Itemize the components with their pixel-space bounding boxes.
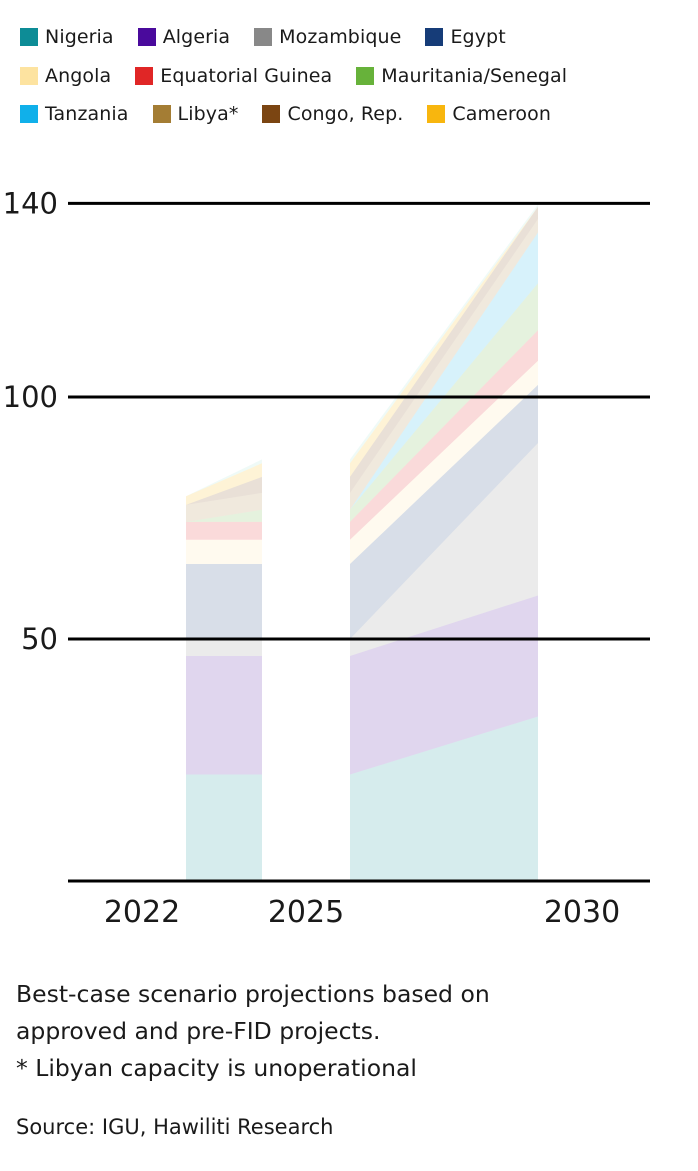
- x-tick-label: 2025: [268, 895, 344, 930]
- legend-swatch: [20, 66, 38, 85]
- x-tick-label: 2030: [544, 895, 620, 930]
- note-line: approved and pre-FID projects.: [16, 1017, 381, 1045]
- flow-band-nigeria: [186, 774, 262, 881]
- flow-band-libya: [186, 492, 262, 522]
- legend-label: Angola: [45, 64, 112, 87]
- note-line: * Libyan capacity is unoperational: [16, 1054, 417, 1082]
- legend-swatch: [427, 105, 446, 124]
- flow-band-algeria: [186, 655, 262, 775]
- flow-band-cameroon: [186, 463, 262, 505]
- flow-band-libya: [350, 218, 538, 510]
- legend-item-libya: Libya*: [152, 103, 239, 126]
- legend-item-tanzania: Tanzania: [20, 103, 129, 125]
- flow-band-gabon: [186, 459, 262, 497]
- note-line: Best-case scenario projections based on: [16, 980, 490, 1008]
- flow-band-mauritania-senegal: [186, 509, 262, 522]
- flow-band-congo-rep: [186, 476, 262, 505]
- legend-swatch: [356, 66, 375, 85]
- y-tick-label: 140: [3, 186, 58, 220]
- legend-label: Congo, Rep.: [287, 103, 404, 126]
- legend-label: Equatorial Guinea: [160, 64, 333, 87]
- legend-item-mauritania-senegal: Mauritania/Senegal: [356, 65, 567, 87]
- legend-swatch: [20, 28, 38, 47]
- legend-label: Libya*: [177, 103, 239, 126]
- legend-item-egypt: Egypt: [425, 26, 506, 49]
- legend-item-algeria: Algeria: [137, 26, 231, 49]
- legend-swatch: [152, 105, 171, 124]
- legend-item-cameroon: Cameroon: [427, 103, 551, 125]
- legend-swatch: [137, 28, 156, 47]
- flow-band-nigeria: [350, 716, 538, 881]
- legend-swatch: [425, 28, 444, 47]
- y-axis-ticks: 50 100 140: [3, 186, 58, 656]
- flow-band-cameroon: [350, 206, 538, 477]
- flow-band-gabon: [350, 204, 538, 464]
- chart-notes: Best-case scenario projections based on …: [16, 976, 686, 1087]
- legend-swatch: [262, 105, 281, 124]
- y-tick-label: 50: [21, 622, 58, 656]
- stacked-bar-chart: 50 100 140 2022 2025 2030: [3, 186, 650, 930]
- legend-row: Angola Equatorial Guinea Mauritania/Senega…: [20, 57, 690, 96]
- legend-item-nigeria: Nigeria: [20, 26, 114, 48]
- flow-band-tanzania: [350, 232, 538, 510]
- flow-bands: [186, 204, 538, 881]
- legend-swatch: [254, 28, 273, 47]
- y-tick-label: 100: [3, 380, 58, 414]
- flow-band-egypt: [186, 563, 262, 639]
- flow-band-angola: [350, 360, 538, 564]
- legend-label: Egypt: [450, 26, 506, 49]
- legend-label: Nigeria: [45, 26, 114, 49]
- legend-label: Cameroon: [452, 103, 551, 126]
- legend-swatch: [135, 66, 154, 85]
- legend-label: Tanzania: [45, 103, 129, 126]
- flow-band-equatorial-guinea: [350, 330, 538, 540]
- flow-band-mauritania-senegal: [350, 283, 538, 522]
- legend-label: Mozambique: [279, 26, 402, 49]
- legend-label: Mauritania/Senegal: [381, 64, 568, 87]
- legend-swatch: [20, 105, 38, 124]
- legend-row: Nigeria Algeria Mozambique Egypt: [20, 18, 690, 57]
- legend-item-angola: Angola: [20, 65, 111, 87]
- source-note: Source: IGU, Hawiliti Research: [16, 1115, 334, 1139]
- legend-label: Algeria: [162, 26, 231, 49]
- flow-band-egypt: [350, 384, 538, 639]
- flow-band-congo-rep: [350, 206, 538, 493]
- flow-band-mozambique: [186, 639, 262, 656]
- legend-item-equatorial-guinea: Equatorial Guinea: [135, 65, 332, 87]
- flow-band-angola: [186, 539, 262, 564]
- x-tick-label: 2022: [104, 895, 180, 930]
- flow-band-mozambique: [350, 442, 538, 656]
- chart-legend: Nigeria Algeria Mozambique Egypt Angola Equat…: [20, 18, 690, 134]
- gridlines: [68, 201, 650, 883]
- legend-item-congo-rep: Congo, Rep.: [262, 103, 403, 125]
- legend-item-mozambique: Mozambique: [254, 26, 401, 48]
- x-axis-ticks: 2022 2025 2030: [104, 895, 620, 930]
- flow-band-equatorial-guinea: [186, 521, 262, 540]
- legend-row: Tanzania Libya* Congo, Rep. Cameroon: [20, 95, 690, 134]
